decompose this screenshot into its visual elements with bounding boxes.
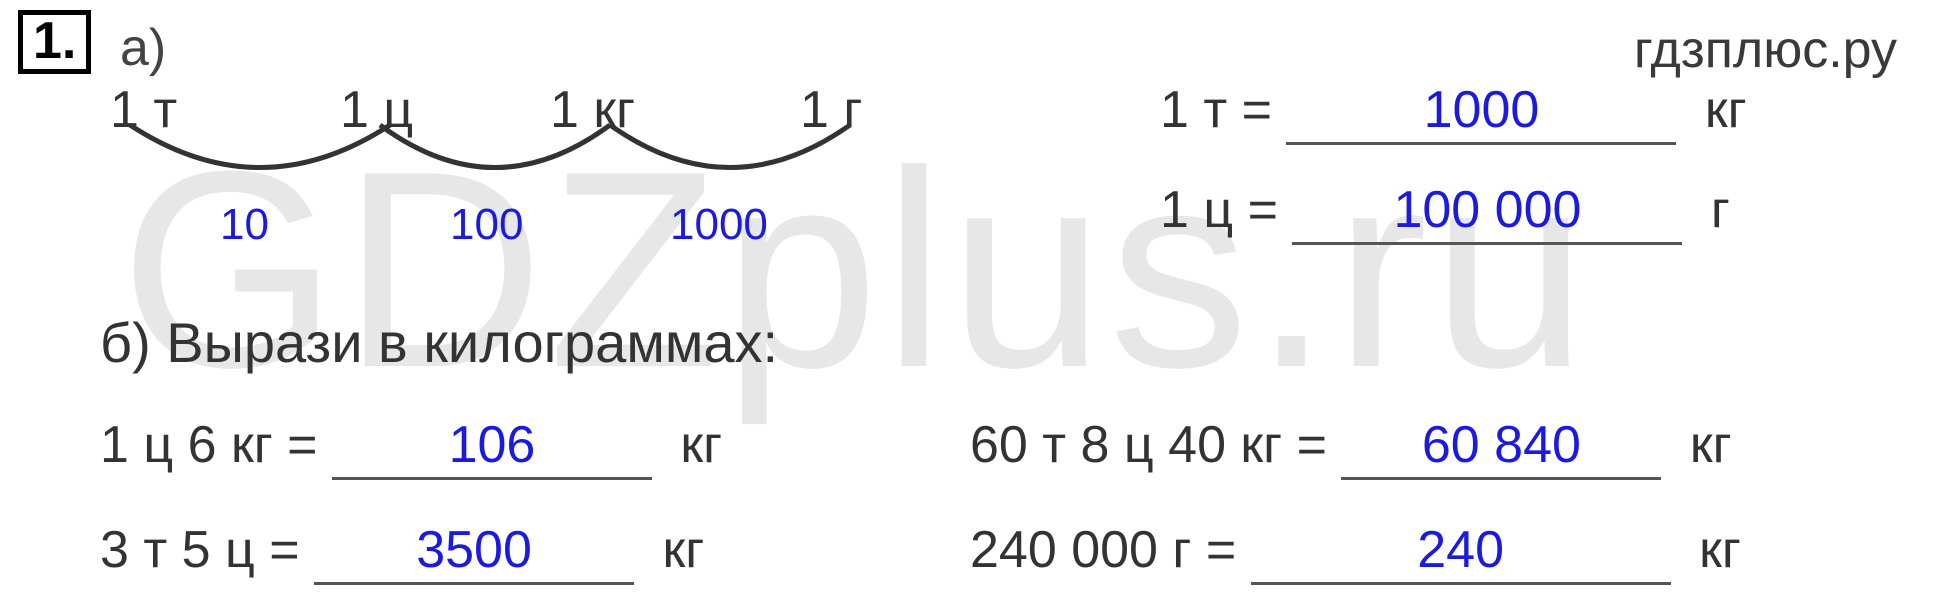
eq-b3-unit: кг — [1690, 416, 1732, 474]
eq-a2-blank: 100 000 — [1292, 180, 1682, 245]
eq-a1-lhs: 1 т = — [1160, 81, 1272, 139]
question-number: 1. — [18, 10, 91, 74]
eq-a2-unit: г — [1711, 181, 1730, 239]
eq-b2-lhs: 3 т 5 ц = — [100, 521, 300, 579]
watermark-top: гдзплюс.ру — [1634, 20, 1897, 80]
eq-b3-lhs: 60 т 8 ц 40 кг = — [970, 416, 1327, 474]
eq-b4-unit: кг — [1699, 521, 1741, 579]
eq-b4: 240 000 г = 240 кг — [970, 520, 1741, 585]
eq-a2-lhs: 1 ц = — [1160, 181, 1278, 239]
eq-b3: 60 т 8 ц 40 кг = 60 840 кг — [970, 415, 1732, 480]
eq-a1-blank: 1000 — [1286, 80, 1676, 145]
arc-3 — [600, 120, 860, 190]
arc-1 — [120, 120, 400, 190]
part-b-label: б) Вырази в килограммах: — [100, 310, 778, 375]
eq-b4-blank: 240 — [1251, 520, 1671, 585]
eq-b4-lhs: 240 000 г = — [970, 521, 1236, 579]
eq-a1: 1 т = 1000 кг — [1160, 80, 1747, 145]
arc-value-1: 10 — [220, 200, 269, 250]
eq-b3-answer: 60 840 — [1422, 416, 1581, 474]
eq-a2-answer: 100 000 — [1393, 181, 1581, 239]
eq-b2-answer: 3500 — [416, 521, 532, 579]
arc-value-3: 1000 — [670, 200, 768, 250]
eq-b1-blank: 106 — [332, 415, 652, 480]
eq-b2: 3 т 5 ц = 3500 кг — [100, 520, 704, 585]
eq-b1: 1 ц 6 кг = 106 кг — [100, 415, 722, 480]
eq-b2-unit: кг — [663, 521, 705, 579]
eq-b1-unit: кг — [680, 416, 722, 474]
eq-a1-answer: 1000 — [1424, 81, 1540, 139]
arc-2 — [370, 120, 620, 190]
eq-b1-lhs: 1 ц 6 кг = — [100, 416, 318, 474]
eq-a2: 1 ц = 100 000 г — [1160, 180, 1730, 245]
eq-b2-blank: 3500 — [314, 520, 634, 585]
eq-b4-answer: 240 — [1417, 521, 1504, 579]
arc-value-2: 100 — [450, 200, 523, 250]
eq-a1-unit: кг — [1705, 81, 1747, 139]
eq-b1-answer: 106 — [449, 416, 536, 474]
part-a-label: а) — [120, 18, 166, 78]
eq-b3-blank: 60 840 — [1341, 415, 1661, 480]
